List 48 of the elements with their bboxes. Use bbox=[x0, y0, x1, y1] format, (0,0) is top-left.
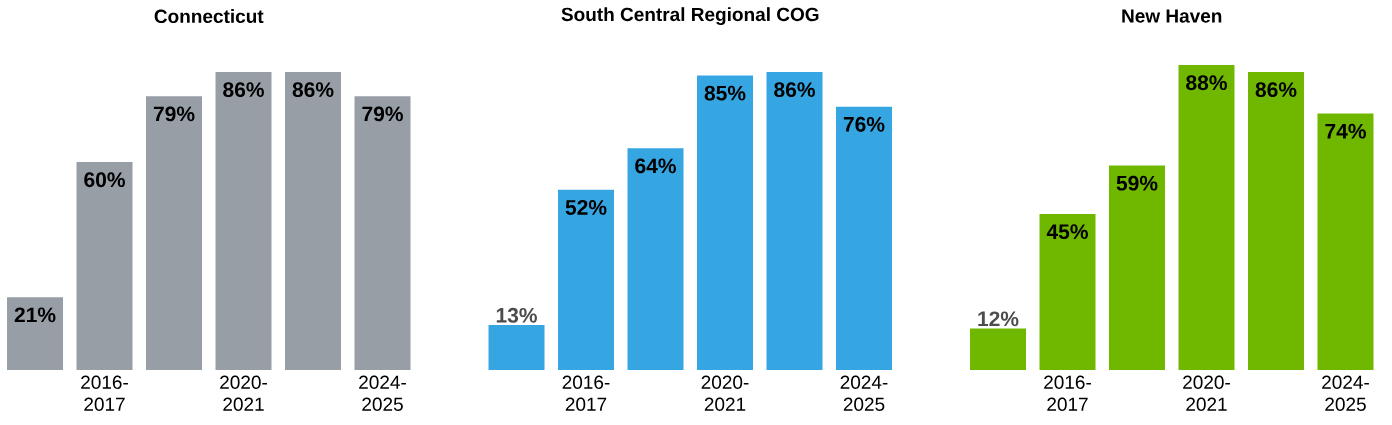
data-label: 21% bbox=[14, 307, 56, 323]
x-tick-label: 2016-2017 bbox=[1044, 375, 1091, 411]
data-label: 86% bbox=[1255, 82, 1297, 98]
x-tick-label: 2020-2021 bbox=[1183, 375, 1230, 411]
bar bbox=[970, 328, 1026, 370]
data-label: 86% bbox=[774, 82, 815, 98]
bar bbox=[1039, 214, 1096, 370]
x-tick-label: 2024-2025 bbox=[359, 375, 406, 411]
bar bbox=[215, 72, 272, 370]
bar bbox=[354, 96, 411, 370]
chart-title: South Central Regional COG bbox=[561, 7, 819, 25]
bar bbox=[76, 162, 133, 370]
data-label: 45% bbox=[1046, 224, 1088, 240]
bar bbox=[146, 96, 203, 370]
bar bbox=[7, 297, 64, 370]
data-label: 52% bbox=[565, 200, 607, 215]
data-label: 76% bbox=[843, 116, 885, 132]
bar bbox=[627, 148, 684, 370]
bar bbox=[1178, 65, 1235, 370]
bar bbox=[488, 324, 545, 370]
data-label: 88% bbox=[1186, 75, 1227, 91]
x-tick-label: 2020-2021 bbox=[220, 375, 267, 411]
data-label: 59% bbox=[1116, 175, 1158, 191]
bar bbox=[1109, 165, 1165, 370]
chart-title: Connecticut bbox=[154, 9, 264, 24]
x-tick-label: 2024-2025 bbox=[840, 375, 888, 411]
bar bbox=[836, 106, 892, 370]
data-label: 86% bbox=[292, 82, 334, 98]
x-tick-label: 2020-2021 bbox=[701, 375, 749, 411]
bar bbox=[1248, 72, 1304, 370]
bar bbox=[285, 72, 342, 370]
bar bbox=[697, 75, 753, 370]
x-tick-label: 2016-2017 bbox=[81, 375, 128, 411]
x-tick-label: 2016-2017 bbox=[562, 375, 610, 411]
x-tick-label: 2024-2025 bbox=[1322, 375, 1369, 411]
data-label: 13% bbox=[496, 307, 537, 323]
data-label: 64% bbox=[635, 158, 676, 174]
data-label: 12% bbox=[978, 311, 1019, 327]
data-label: 79% bbox=[153, 106, 195, 122]
data-label: 60% bbox=[84, 172, 125, 188]
bar bbox=[766, 72, 823, 370]
bar bbox=[1317, 113, 1374, 370]
data-label: 79% bbox=[362, 106, 403, 122]
data-label: 86% bbox=[223, 82, 264, 98]
chart-title: New Haven bbox=[1122, 9, 1222, 23]
data-label: 85% bbox=[704, 85, 746, 101]
bar bbox=[558, 189, 615, 370]
data-label: 74% bbox=[1325, 123, 1366, 139]
